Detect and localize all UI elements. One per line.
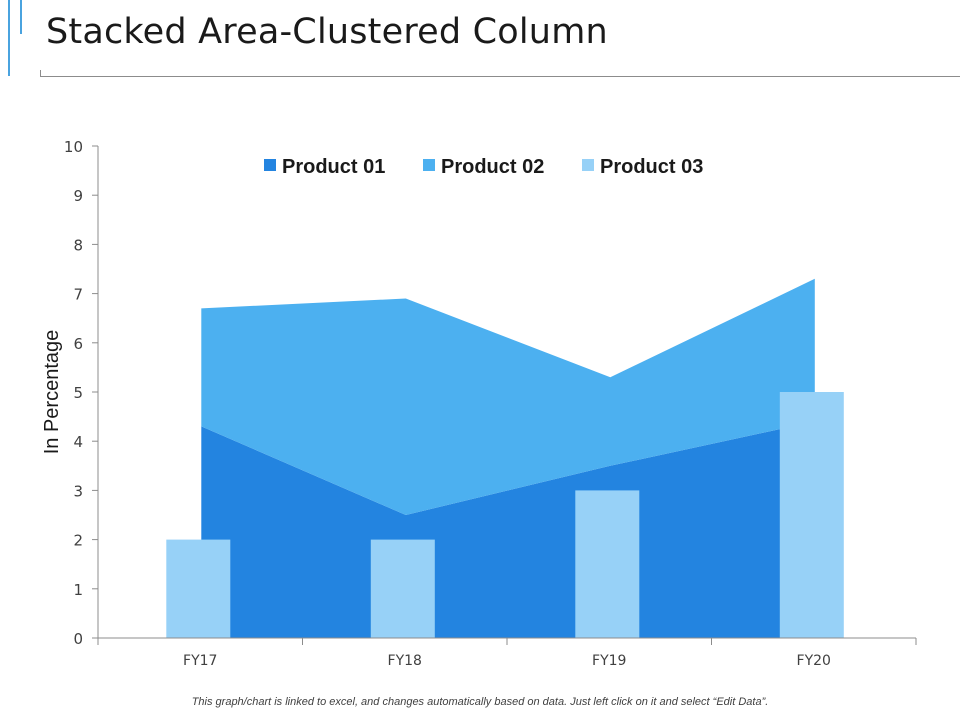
y-tick-label: 1 <box>73 581 83 599</box>
column-product-03-fy18[interactable] <box>370 539 435 638</box>
x-tick-label: FY17 <box>183 653 217 669</box>
y-tick-label: 4 <box>73 433 83 451</box>
x-tick-label: FY20 <box>797 653 831 669</box>
y-tick-label: 7 <box>73 286 83 304</box>
x-tick-label: FY19 <box>592 653 626 669</box>
title-divider <box>40 76 960 77</box>
y-tick-label: 0 <box>73 630 83 648</box>
y-tick-label: 5 <box>73 384 83 402</box>
y-axis-label: In Percentage <box>41 330 63 455</box>
area-product-01[interactable] <box>201 421 815 639</box>
y-tick-label: 10 <box>64 138 83 156</box>
legend-swatch <box>264 159 276 171</box>
legend-label: Product 03 <box>600 156 703 178</box>
axes-group: 0 1 2 3 4 5 6 7 8 9 10 FY17 FY18 FY19 FY20 <box>64 138 917 669</box>
legend-swatch <box>423 159 435 171</box>
legend-label: Product 01 <box>282 156 385 178</box>
area-series-group <box>201 278 815 639</box>
page-title: Stacked Area-Clustered Column <box>46 12 608 52</box>
column-product-03-fy20[interactable] <box>779 392 844 638</box>
legend-item-product-03[interactable]: Product 03 <box>582 156 703 178</box>
accent-bar-left <box>8 0 10 76</box>
area-product-02[interactable] <box>201 278 815 515</box>
y-tick-label: 6 <box>73 335 83 353</box>
column-product-03-fy19[interactable] <box>575 490 640 638</box>
title-divider-tick <box>40 70 41 77</box>
legend-item-product-02[interactable]: Product 02 <box>423 156 544 178</box>
y-tick-label: 9 <box>73 187 83 205</box>
y-tick-label: 8 <box>73 236 83 254</box>
legend-item-product-01[interactable]: Product 01 <box>264 156 385 178</box>
y-tick-label: 2 <box>73 532 83 550</box>
legend[interactable]: Product 01 Product 02 Product 03 <box>264 156 703 178</box>
column-series-group <box>166 392 844 638</box>
column-product-03-fy17[interactable] <box>166 539 231 638</box>
x-tick-label: FY18 <box>388 653 422 669</box>
accent-bar-right <box>20 0 22 34</box>
legend-label: Product 02 <box>441 156 544 178</box>
y-tick-label: 3 <box>73 482 83 500</box>
footer-note: This graph/chart is linked to excel, and… <box>191 696 769 708</box>
legend-swatch <box>582 159 594 171</box>
